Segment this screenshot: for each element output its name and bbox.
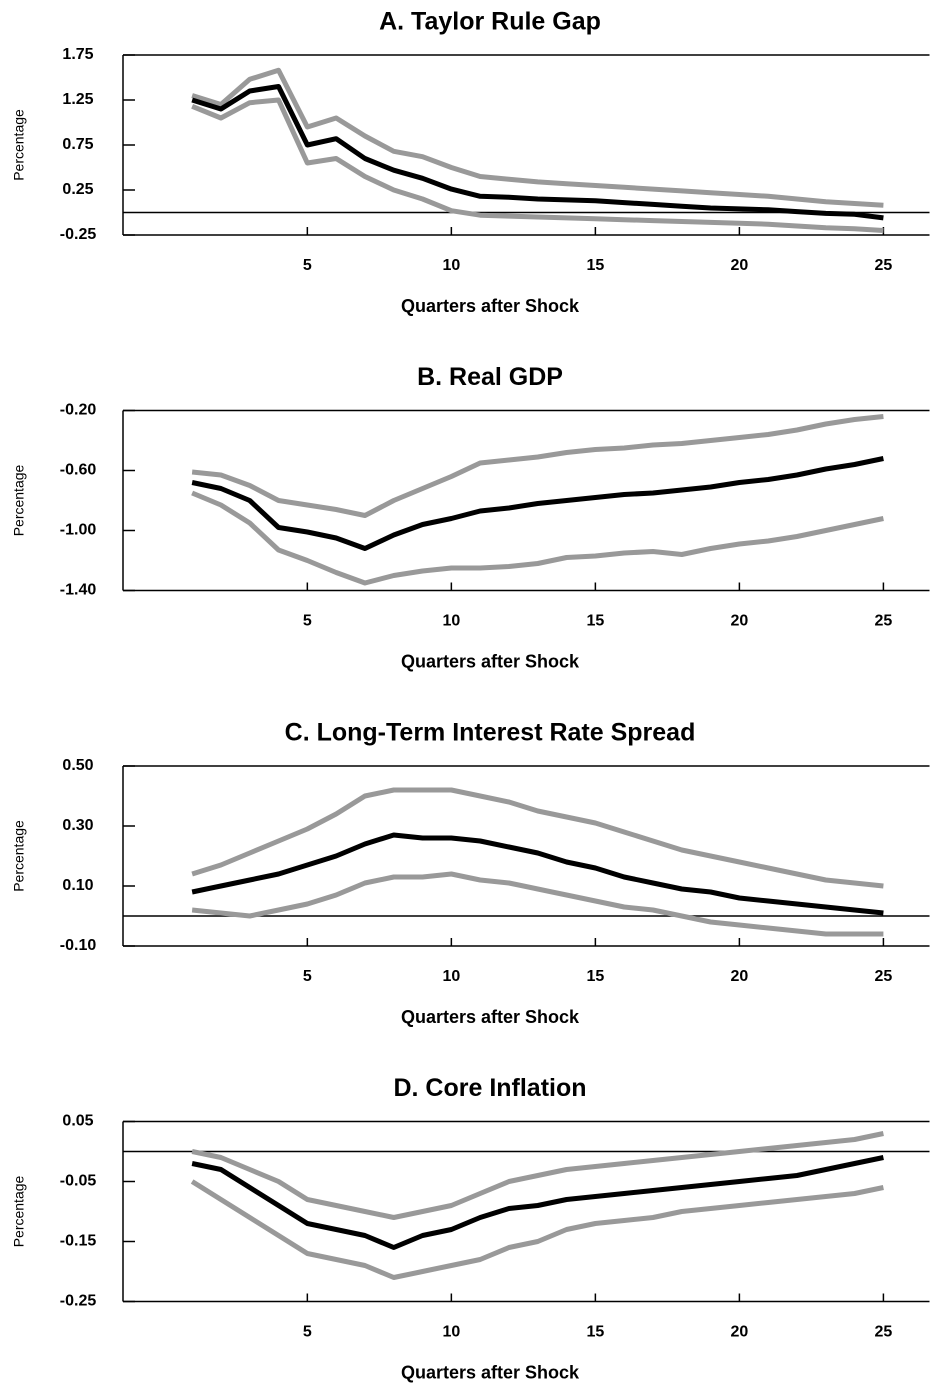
x-tick-label: 20 <box>730 257 748 274</box>
x-tick-label: 15 <box>586 968 604 985</box>
y-axis-label: Percentage <box>11 1175 27 1247</box>
y-axis-label: Percentage <box>11 464 27 536</box>
x-tick-label: 15 <box>586 1324 604 1341</box>
series-line <box>191 84 884 221</box>
series-line <box>191 832 884 916</box>
y-tick-label: -0.60 <box>60 462 97 479</box>
y-axis-label: Percentage <box>11 109 27 181</box>
y-tick-label: 0.75 <box>62 136 93 153</box>
y-tick-label: 1.25 <box>62 91 93 108</box>
series-line <box>191 871 884 937</box>
series-line <box>191 456 884 551</box>
chart-title: A. Taylor Rule Gap <box>379 8 601 36</box>
x-tick-label: 25 <box>875 257 893 274</box>
y-tick-label: 0.50 <box>62 757 93 774</box>
y-tick-label: -0.15 <box>60 1233 97 1250</box>
x-tick-label: 25 <box>875 613 893 630</box>
y-tick-label: 0.05 <box>62 1113 93 1130</box>
chart-title: C. Long-Term Interest Rate Spread <box>285 719 696 747</box>
x-tick-label: 15 <box>586 613 604 630</box>
y-tick-label: -0.25 <box>60 226 97 243</box>
y-tick-label: 0.25 <box>62 181 93 198</box>
y-tick-label: -0.25 <box>60 1293 97 1310</box>
series-line <box>191 414 884 518</box>
x-axis-label: Quarters after Shock <box>401 1362 580 1382</box>
x-tick-label: 25 <box>875 968 893 985</box>
x-tick-label: 15 <box>586 257 604 274</box>
x-axis-label: Quarters after Shock <box>401 296 580 316</box>
series-line <box>190 1179 884 1280</box>
x-tick-label: 5 <box>303 1324 312 1341</box>
series-line <box>191 1155 884 1250</box>
x-tick-label: 20 <box>730 1324 748 1341</box>
x-tick-label: 25 <box>875 1324 893 1341</box>
x-axis-label: Quarters after Shock <box>401 1007 580 1027</box>
x-tick-label: 20 <box>730 968 748 985</box>
x-tick-label: 10 <box>442 257 460 274</box>
y-tick-label: 0.10 <box>62 877 93 894</box>
chart-title: D. Core Inflation <box>393 1074 586 1102</box>
x-tick-label: 10 <box>442 613 460 630</box>
y-tick-label: 1.75 <box>62 46 93 63</box>
x-tick-label: 5 <box>303 257 312 274</box>
series-line <box>191 1131 884 1220</box>
series-line <box>191 67 884 208</box>
x-tick-label: 5 <box>303 968 312 985</box>
x-tick-label: 20 <box>730 613 748 630</box>
y-tick-label: -0.05 <box>60 1173 97 1190</box>
x-tick-label: 10 <box>442 968 460 985</box>
series-line <box>191 490 884 586</box>
y-tick-label: -0.20 <box>60 402 97 419</box>
series-line <box>191 787 884 889</box>
y-tick-label: -0.10 <box>60 937 97 954</box>
x-tick-label: 10 <box>442 1324 460 1341</box>
x-axis-label: Quarters after Shock <box>401 651 580 671</box>
y-tick-label: -1.00 <box>60 522 97 539</box>
chart-title: B. Real GDP <box>417 363 563 391</box>
y-tick-label: -1.40 <box>60 582 97 599</box>
y-axis-label: Percentage <box>11 820 27 892</box>
x-tick-label: 5 <box>303 613 312 630</box>
y-tick-label: 0.30 <box>62 817 93 834</box>
series-line <box>191 97 884 233</box>
